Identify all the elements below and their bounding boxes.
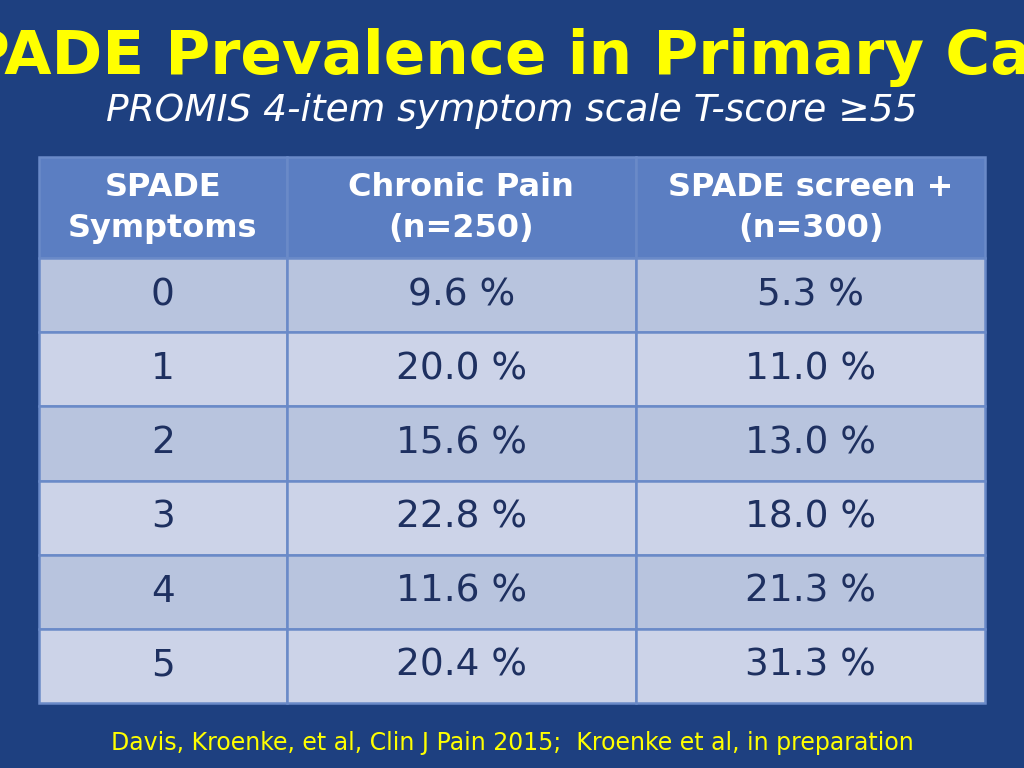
Text: 11.6 %: 11.6 %	[396, 574, 527, 610]
Text: 11.0 %: 11.0 %	[744, 352, 877, 387]
Text: PROMIS 4-item symptom scale T-score ≥55: PROMIS 4-item symptom scale T-score ≥55	[106, 94, 918, 129]
Text: 0: 0	[151, 277, 175, 313]
Text: 22.8 %: 22.8 %	[396, 499, 527, 535]
Text: 5.3 %: 5.3 %	[757, 277, 864, 313]
Text: 20.4 %: 20.4 %	[396, 647, 527, 684]
Text: Chronic Pain
(n=250): Chronic Pain (n=250)	[348, 172, 574, 243]
Text: 15.6 %: 15.6 %	[396, 425, 527, 462]
Text: 5: 5	[151, 647, 175, 684]
Text: SPADE
Symptoms: SPADE Symptoms	[69, 172, 258, 243]
Text: 21.3 %: 21.3 %	[745, 574, 876, 610]
Text: 1: 1	[151, 352, 175, 387]
Text: 2: 2	[151, 425, 175, 462]
Text: 20.0 %: 20.0 %	[396, 352, 527, 387]
Text: SPADE Prevalence in Primary Care: SPADE Prevalence in Primary Care	[0, 28, 1024, 87]
Text: 31.3 %: 31.3 %	[745, 647, 876, 684]
Text: 18.0 %: 18.0 %	[744, 499, 877, 535]
Text: Davis, Kroenke, et al, Clin J Pain 2015;  Kroenke et al, in preparation: Davis, Kroenke, et al, Clin J Pain 2015;…	[111, 731, 913, 756]
Text: SPADE screen +
(n=300): SPADE screen + (n=300)	[668, 172, 953, 243]
Text: 13.0 %: 13.0 %	[745, 425, 876, 462]
Text: 3: 3	[151, 499, 175, 535]
Text: 4: 4	[151, 574, 175, 610]
Text: 9.6 %: 9.6 %	[408, 277, 515, 313]
